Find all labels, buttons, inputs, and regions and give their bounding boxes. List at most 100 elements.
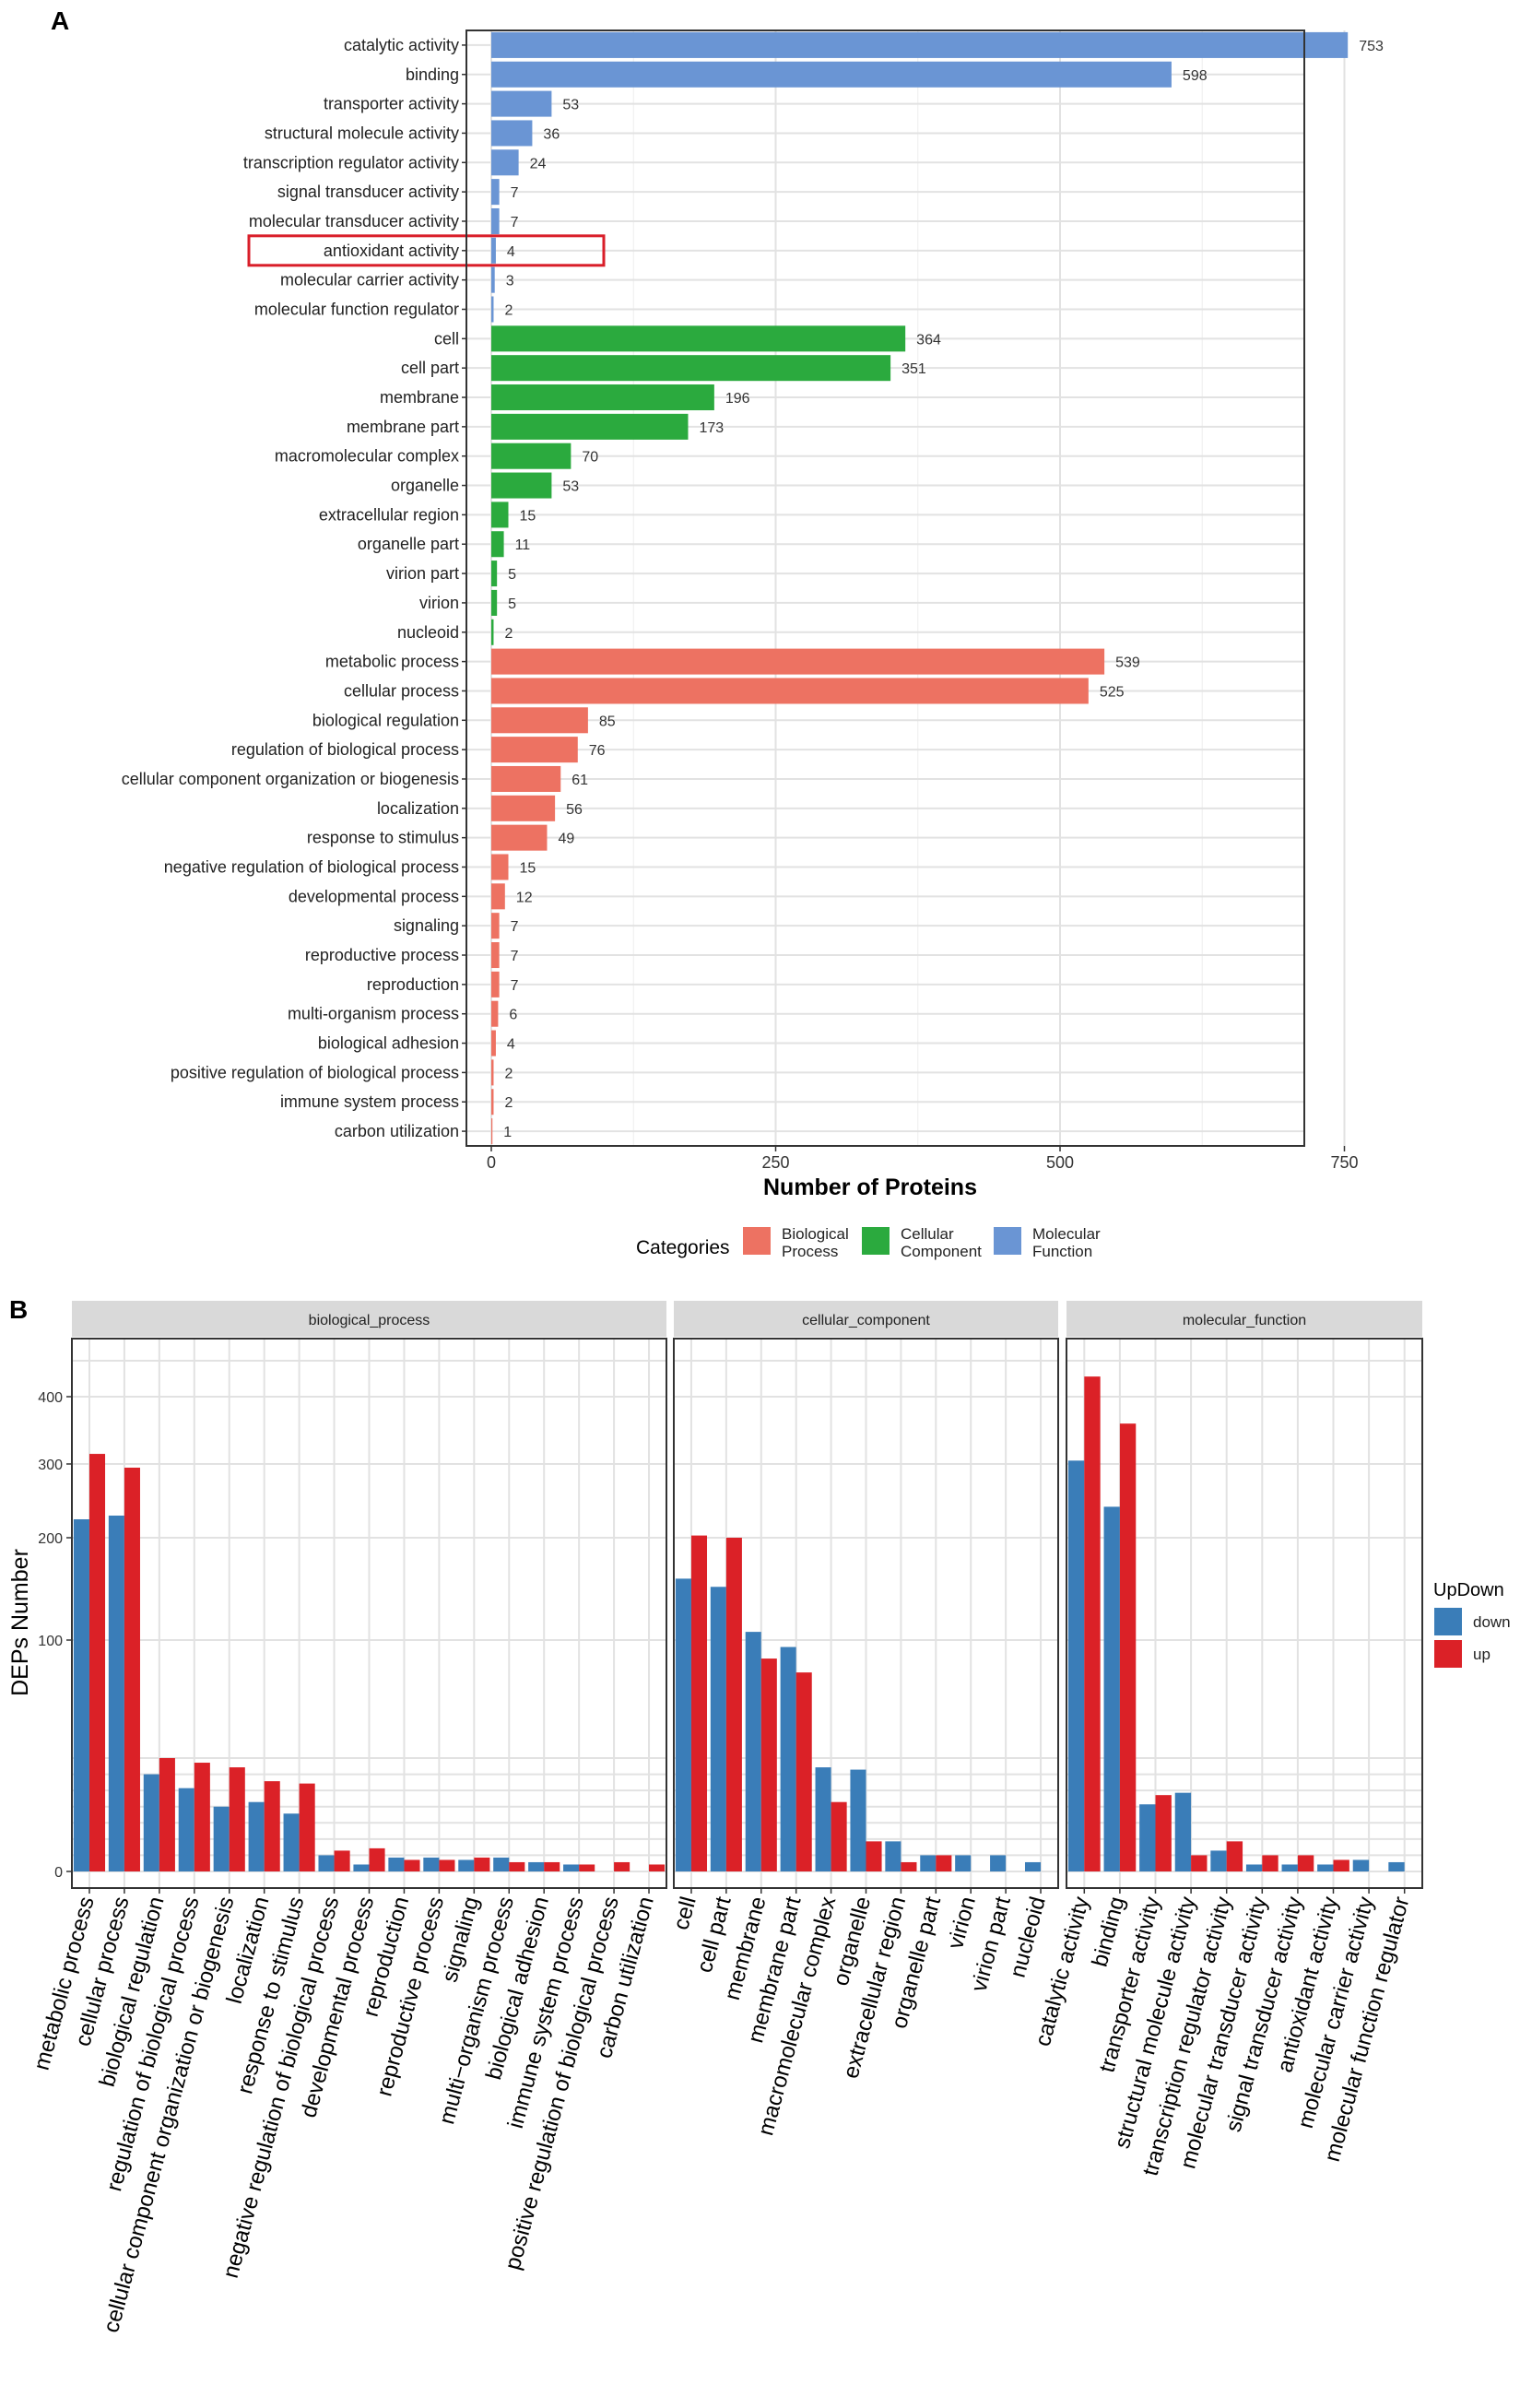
bar-up-reproduction	[404, 1859, 420, 1871]
bar-up-macromolecular-complex	[831, 1801, 847, 1871]
bar-down-signaling	[458, 1859, 475, 1871]
bar-macromolecular-complex	[491, 443, 571, 469]
bar-up-positive-regulation-of-biological-process	[614, 1861, 630, 1871]
y-tick-label: 400	[38, 1390, 63, 1406]
bar-developmental-process	[491, 883, 505, 910]
bar-carbon-utilization	[491, 1118, 493, 1145]
bar-down-organelle	[850, 1769, 866, 1871]
bar-value-label: 85	[599, 714, 616, 729]
y-tick-label: organelle	[391, 477, 459, 495]
bar-down-reproduction	[388, 1857, 405, 1871]
y-tick-label: reproductive process	[305, 946, 459, 964]
y-tick-label: cellular component organization or bioge…	[122, 770, 459, 788]
y-tick-label: organelle part	[358, 535, 459, 553]
y-tick-label: reproduction	[367, 975, 459, 994]
bar-membrane	[491, 384, 714, 411]
bar-up-cell-part	[725, 1538, 742, 1871]
bar-up-membrane-part	[795, 1672, 812, 1871]
bar-down-cell	[675, 1578, 691, 1871]
bar-value-label: 5	[508, 596, 516, 612]
bar-down-cell-part	[710, 1587, 726, 1871]
legend-swatch-up	[1434, 1640, 1462, 1668]
facet-strip-molecular-function	[1066, 1301, 1422, 1337]
bar-catalytic-activity	[491, 31, 1349, 58]
bar-value-label: 351	[901, 361, 926, 377]
bar-cellular-component-organization-or-biogenesis	[491, 765, 561, 792]
bar-up-organelle	[866, 1841, 882, 1871]
bar-down-organelle-part	[920, 1855, 937, 1871]
bar-value-label: 1	[503, 1125, 512, 1140]
bar-up-antioxidant-activity	[1333, 1859, 1349, 1871]
bar-down-molecular-transducer-activity	[1245, 1864, 1263, 1871]
legend-swatch-cellular-component	[862, 1227, 890, 1255]
y-tick-label: regulation of biological process	[231, 740, 459, 759]
bar-value-label: 76	[589, 743, 606, 759]
bar-value-label: 4	[507, 244, 515, 260]
y-tick-label: biological adhesion	[318, 1034, 459, 1053]
facet-frame	[673, 1338, 1059, 1889]
legend-title: UpDown	[1433, 1580, 1504, 1600]
bar-value-label: 53	[562, 98, 579, 113]
y-tick-label: localization	[377, 799, 459, 818]
y-tick-label: antioxidant activity	[324, 242, 459, 260]
bar-metabolic-process	[491, 648, 1105, 675]
bar-down-biological-adhesion	[528, 1861, 545, 1871]
bar-down-nucleoid	[1024, 1861, 1042, 1871]
bar-value-label: 2	[504, 1095, 513, 1111]
bar-value-label: 6	[509, 1008, 517, 1023]
bar-down-negative-regulation-of-biological-process	[318, 1855, 335, 1871]
bar-down-multi-organism-process	[493, 1857, 510, 1871]
y-tick-label: molecular transducer activity	[249, 212, 459, 230]
bar-value-label: 15	[520, 508, 536, 524]
bar-value-label: 11	[515, 537, 531, 553]
bar-down-response-to-stimulus	[283, 1813, 300, 1871]
bar-value-label: 61	[571, 773, 588, 788]
bar-value-label: 2	[504, 1066, 513, 1081]
bar-down-virion-part	[990, 1855, 1007, 1871]
bar-transporter-activity	[491, 90, 552, 117]
bar-down-structural-molecule-activity	[1174, 1792, 1192, 1871]
x-tick-label: cell	[668, 1895, 701, 1933]
panel-a-plot-area	[466, 30, 1304, 1146]
bar-value-label: 3	[506, 274, 514, 289]
bar-value-label: 53	[562, 479, 579, 495]
bar-up-biological-regulation	[159, 1758, 175, 1871]
bar-up-regulation-of-biological-process	[194, 1763, 210, 1871]
y-tick-label: macromolecular complex	[275, 447, 459, 466]
bar-cell-part	[491, 355, 891, 382]
bar-value-label: 7	[511, 949, 519, 964]
panel-a-frame	[465, 30, 1305, 1147]
bar-value-label: 7	[511, 978, 519, 994]
facet-strip-label: biological_process	[309, 1313, 430, 1328]
bar-value-label: 196	[725, 391, 750, 407]
y-tick-label: molecular carrier activity	[280, 271, 459, 289]
y-tick-label: 300	[38, 1458, 63, 1473]
bar-binding	[491, 61, 1172, 88]
bar-value-label: 15	[520, 861, 536, 877]
bar-up-membrane	[760, 1658, 777, 1871]
bar-down-signal-transducer-activity	[1281, 1864, 1298, 1871]
bar-up-reproductive-process	[439, 1859, 455, 1871]
bar-regulation-of-biological-process	[491, 737, 578, 763]
bar-down-regulation-of-biological-process	[178, 1788, 194, 1871]
bar-negative-regulation-of-biological-process	[491, 854, 509, 880]
bar-value-label: 24	[530, 156, 547, 171]
x-tick-label: 500	[1046, 1153, 1074, 1172]
bar-down-extracellular-region	[885, 1841, 901, 1871]
bar-value-label: 12	[516, 890, 533, 905]
x-tick-label: 0	[487, 1153, 496, 1172]
y-tick-label: membrane	[380, 388, 459, 407]
legend-swatch-molecular-function	[994, 1227, 1021, 1255]
facet-strip-cellular-component	[674, 1301, 1058, 1337]
bar-biological-regulation	[491, 707, 588, 734]
bar-signal-transducer-activity	[491, 179, 500, 206]
bar-up-molecular-transducer-activity	[1262, 1855, 1278, 1871]
bar-cell	[491, 325, 906, 352]
x-tick-label: 750	[1330, 1153, 1358, 1172]
bar-down-molecular-function-regulator	[1388, 1861, 1405, 1871]
bar-virion	[491, 589, 498, 616]
bar-down-catalytic-activity	[1067, 1460, 1085, 1871]
